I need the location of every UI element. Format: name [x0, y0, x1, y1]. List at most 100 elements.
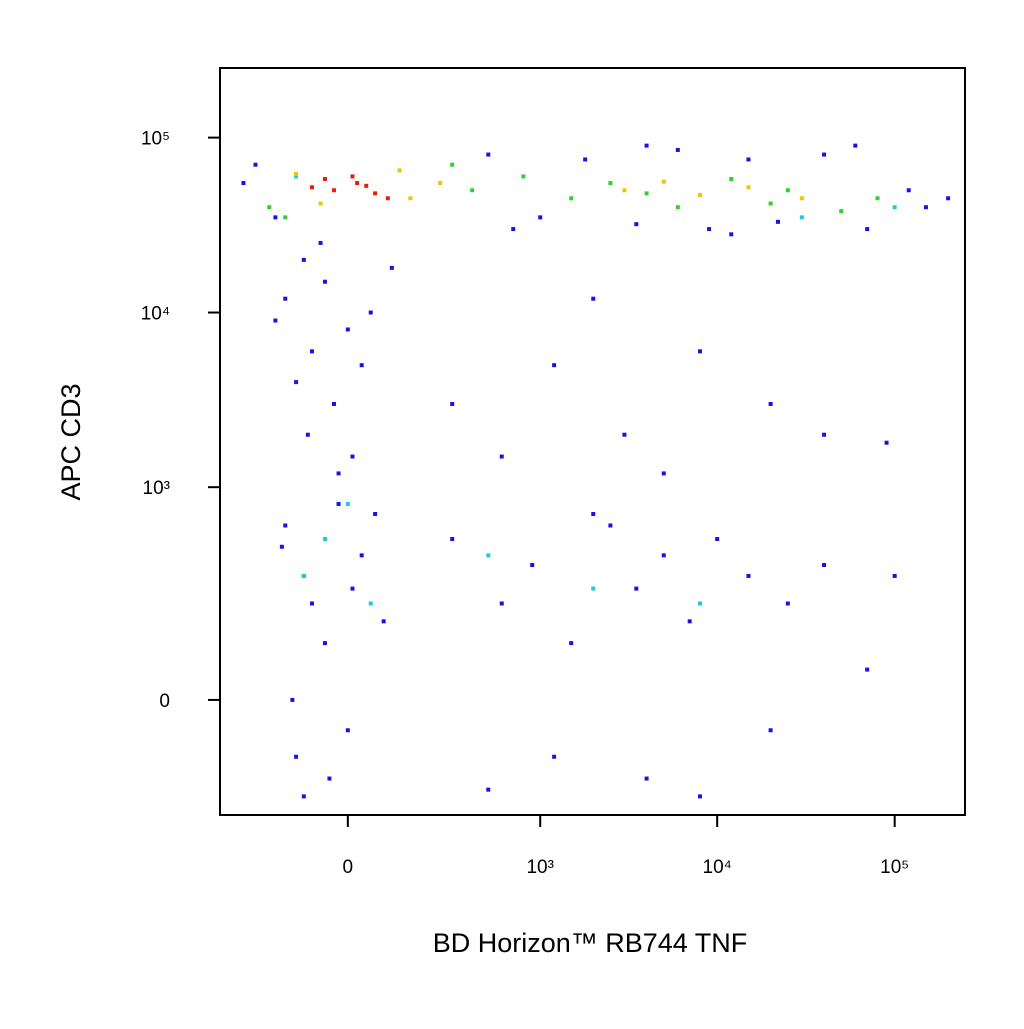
point [768, 401, 773, 406]
point [241, 181, 246, 186]
point [322, 279, 327, 284]
point [345, 327, 350, 332]
point [267, 205, 272, 210]
point [350, 454, 355, 459]
point [359, 363, 364, 368]
point [301, 257, 306, 262]
point [923, 205, 928, 210]
point [661, 471, 666, 476]
point [499, 601, 504, 606]
point [301, 794, 306, 799]
point [450, 537, 455, 542]
point [322, 537, 327, 542]
point [309, 601, 314, 606]
point [538, 215, 543, 220]
point [368, 310, 373, 315]
point [294, 174, 299, 179]
point [583, 157, 588, 162]
point [305, 432, 310, 437]
point [892, 205, 897, 210]
point [875, 196, 880, 201]
point [294, 171, 299, 176]
point [799, 215, 804, 220]
point [309, 185, 314, 190]
point [290, 697, 295, 702]
x-axis-label: BD Horizon™ RB744 TNF [433, 928, 748, 958]
point [865, 667, 870, 672]
x-tick-label: 0 [343, 857, 354, 878]
point [746, 573, 751, 578]
point [644, 191, 649, 196]
point [675, 205, 680, 210]
point [608, 523, 613, 528]
point [486, 787, 491, 792]
point [675, 147, 680, 152]
y-tick-label: 10³ [143, 478, 170, 499]
point [253, 162, 258, 167]
point [707, 227, 712, 232]
point [336, 471, 341, 476]
point [622, 432, 627, 437]
point [785, 601, 790, 606]
point [853, 143, 858, 148]
point [729, 176, 734, 181]
y-tick-label: 0 [159, 691, 170, 712]
point [368, 601, 373, 606]
y-tick-label: 10⁵ [141, 129, 170, 150]
point [521, 174, 526, 179]
point [301, 573, 306, 578]
x-tick-label: 10⁴ [703, 857, 732, 878]
point [364, 183, 369, 188]
point [381, 619, 386, 624]
point [622, 188, 627, 193]
point [389, 265, 394, 270]
point [345, 501, 350, 506]
point [822, 432, 827, 437]
point [350, 586, 355, 591]
point [552, 363, 557, 368]
point [591, 296, 596, 301]
point [486, 152, 491, 157]
point [768, 201, 773, 206]
point [438, 181, 443, 186]
point [294, 754, 299, 759]
point [318, 201, 323, 206]
point [884, 440, 889, 445]
point [591, 586, 596, 591]
point [408, 196, 413, 201]
point [822, 152, 827, 157]
y-axis-label: APC CD3 [56, 383, 86, 500]
point [697, 192, 702, 197]
point [350, 174, 355, 179]
point [283, 523, 288, 528]
point [322, 176, 327, 181]
point [385, 196, 390, 201]
point [283, 296, 288, 301]
point [450, 401, 455, 406]
x-tick-label: 10³ [526, 857, 553, 878]
point [336, 501, 341, 506]
point [499, 454, 504, 459]
point [634, 222, 639, 227]
point [768, 728, 773, 733]
point [318, 240, 323, 245]
point [865, 227, 870, 232]
point [822, 563, 827, 568]
point [591, 511, 596, 516]
point [892, 573, 897, 578]
point [906, 188, 911, 193]
point [946, 196, 951, 201]
point [661, 179, 666, 184]
point [359, 553, 364, 558]
point [294, 380, 299, 385]
point [746, 185, 751, 190]
point [746, 157, 751, 162]
point [283, 215, 288, 220]
point [697, 794, 702, 799]
point [331, 188, 336, 193]
point [450, 162, 455, 167]
point [644, 776, 649, 781]
point [397, 168, 402, 173]
point [530, 563, 535, 568]
